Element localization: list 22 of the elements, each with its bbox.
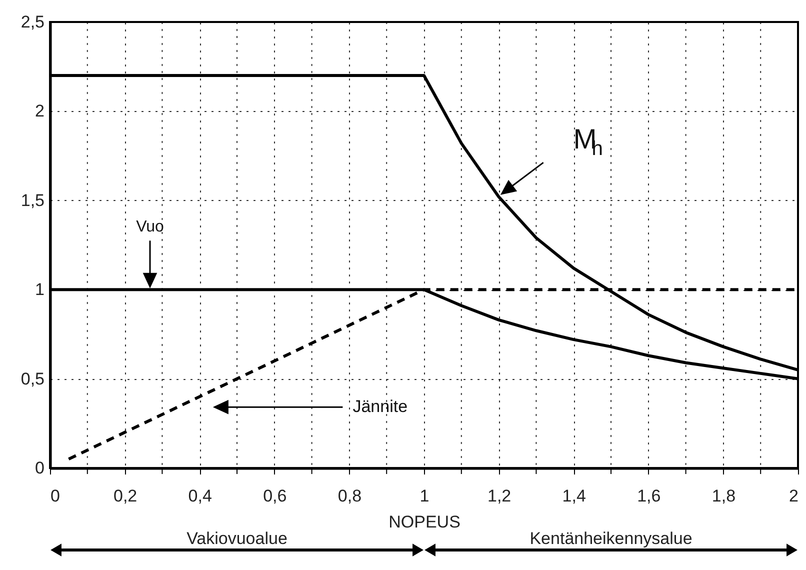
y-tick-label: 0 <box>35 458 44 478</box>
y-tick-label: 1,5 <box>20 190 44 210</box>
x-tick-label: 0,6 <box>263 486 287 506</box>
x-tick-label: 0 <box>50 486 60 506</box>
x-tick-label: 0,8 <box>338 486 362 506</box>
annotation: Jännite <box>352 397 408 416</box>
x-axis-title: NOPEUS <box>388 512 460 532</box>
text: Vakiovuoalue <box>186 529 288 548</box>
x-tick-label: 1,8 <box>712 486 736 506</box>
annotation: Vuo <box>136 218 164 236</box>
x-tick-label: 2 <box>789 486 798 506</box>
y-tick-label: 1 <box>35 280 44 300</box>
text: Kentänheikennysalue <box>530 529 692 548</box>
x-tick-label: 0,2 <box>113 486 138 506</box>
y-tick-label: 2 <box>35 102 44 121</box>
x-tick-label: 1,2 <box>487 486 512 506</box>
x-tick-label: 1,6 <box>637 486 661 506</box>
x-tick-label: 0,4 <box>188 486 212 506</box>
x-tick-label: 1,4 <box>562 486 586 506</box>
x-tick-label: 1 <box>420 486 430 506</box>
y-tick-label: 2,5 <box>20 12 44 32</box>
y-tick-label: 0,5 <box>20 369 44 388</box>
